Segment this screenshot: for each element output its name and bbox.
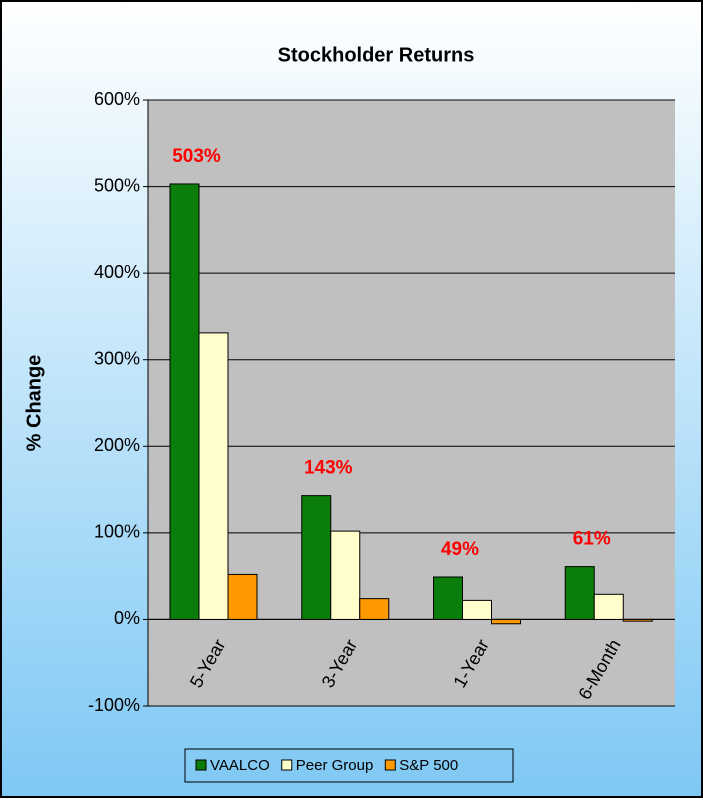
value-label: 49%: [441, 539, 479, 560]
bar: [359, 598, 390, 620]
legend-label: Peer Group: [296, 757, 374, 774]
y-axis-label: % Change: [23, 355, 45, 452]
y-tick-label: -100%: [88, 695, 140, 715]
y-tick-label: 400%: [94, 262, 140, 282]
bar: [491, 618, 521, 625]
y-tick-label: 300%: [94, 348, 140, 368]
bar: [564, 566, 595, 620]
legend-box: [184, 748, 514, 783]
y-tick-label: 500%: [94, 175, 140, 195]
legend-label: VAALCO: [210, 757, 270, 774]
legend-swatch: [195, 759, 207, 771]
y-tick-label: 600%: [94, 89, 140, 109]
value-label: 61%: [573, 529, 611, 550]
bar: [593, 593, 624, 620]
legend-label: S&P 500: [399, 757, 458, 774]
bar: [198, 332, 229, 620]
bar: [433, 576, 463, 620]
y-tick-label: 200%: [94, 435, 140, 455]
bar: [169, 183, 200, 620]
y-tick-label: 0%: [114, 608, 140, 628]
legend-swatch: [384, 759, 396, 771]
bar: [301, 495, 332, 620]
legend-swatch: [281, 759, 293, 771]
bar: [330, 530, 361, 620]
bar: [227, 573, 258, 620]
y-tick-label: 100%: [94, 522, 140, 542]
bar: [462, 599, 492, 620]
chart-title: Stockholder Returns: [278, 44, 475, 66]
bar: [622, 618, 653, 622]
value-label: 503%: [172, 146, 221, 167]
value-label: 143%: [304, 458, 353, 479]
